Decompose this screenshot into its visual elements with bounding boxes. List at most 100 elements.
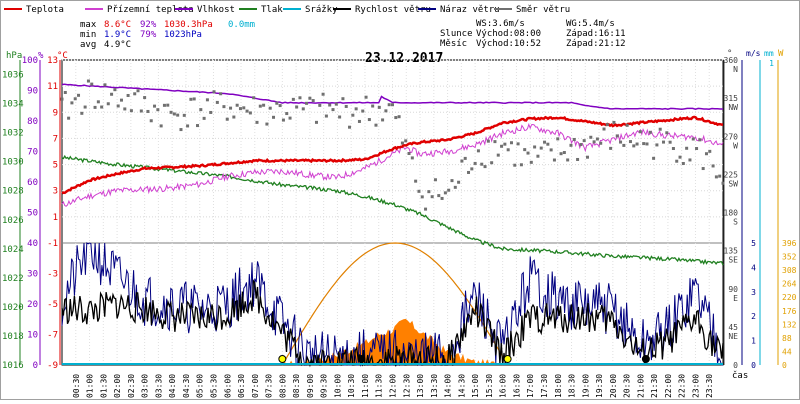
temp-tick-3: 7 bbox=[53, 134, 58, 144]
wind-dir-point-1 bbox=[63, 90, 67, 94]
dir-tick-0: 360 bbox=[724, 56, 739, 65]
wind-dir-point-57 bbox=[248, 111, 252, 115]
x-tick-16: 08:30 bbox=[292, 374, 301, 398]
wind-dir-point-29 bbox=[156, 108, 160, 112]
temp-tick-0: 13 bbox=[47, 56, 58, 66]
wind-dir-point-98 bbox=[384, 109, 388, 113]
solar-tick-1: 352 bbox=[782, 253, 797, 262]
wind-dir-point-45 bbox=[209, 110, 213, 114]
temp-tick-4: 5 bbox=[53, 161, 58, 171]
wind-dir-point-70 bbox=[291, 97, 295, 101]
x-tick-2: 01:30 bbox=[99, 374, 108, 398]
wind-dir-point-15 bbox=[110, 92, 114, 96]
info-moonrise: Východ:10:52 bbox=[476, 39, 541, 49]
wind-dir-point-200 bbox=[721, 181, 725, 185]
wind-dir-point-49 bbox=[222, 105, 226, 109]
humidity-tick-10: 0 bbox=[33, 361, 38, 371]
wind-dir-point-125 bbox=[473, 161, 477, 165]
wind-dir-point-102 bbox=[397, 115, 401, 119]
stats-block: max 8.6°C 92% 1030.3hPa 0.0mm min 1.9°C … bbox=[80, 20, 255, 50]
pressure-tick-3: 1030 bbox=[2, 158, 24, 168]
wind-dir-point-44 bbox=[205, 98, 209, 102]
wind-dir-point-166 bbox=[609, 146, 613, 150]
x-tick-31: 16:00 bbox=[499, 374, 508, 398]
wind-dir-point-126 bbox=[476, 149, 480, 153]
wind-dir-point-61 bbox=[262, 103, 266, 107]
x-tick-29: 15:00 bbox=[471, 374, 480, 398]
sun-elevation-curve bbox=[281, 242, 506, 366]
dir-tick-5: 135 bbox=[724, 247, 739, 256]
wind-dir-point-142 bbox=[529, 160, 533, 164]
stats-min-press: 1023hPa bbox=[164, 30, 202, 40]
wind-dir-point-168 bbox=[615, 134, 619, 138]
wind-dir-point-37 bbox=[182, 113, 186, 117]
wind-dir-point-162 bbox=[595, 137, 599, 141]
x-tick-41: 21:00 bbox=[636, 374, 645, 398]
wind-dir-point-120 bbox=[457, 180, 461, 184]
legend-label-6: Náraz větru bbox=[440, 5, 500, 15]
stats-min-label: min bbox=[80, 30, 96, 40]
wind-dir-point-103 bbox=[400, 141, 404, 145]
wind-dir-point-74 bbox=[305, 101, 309, 105]
wind-dir-point-50 bbox=[225, 117, 229, 121]
wind-dir-point-89 bbox=[354, 107, 358, 111]
temp-tick-2: 9 bbox=[53, 108, 58, 118]
pressure-tick-5: 1026 bbox=[2, 216, 24, 226]
wind-dir-point-3 bbox=[70, 101, 74, 105]
wind-dir-point-138 bbox=[516, 142, 520, 146]
wind-dir-point-9 bbox=[90, 82, 94, 86]
wind-dir-point-83 bbox=[334, 102, 338, 106]
wind-dir-point-194 bbox=[701, 167, 705, 171]
stats-max-hum: 92% bbox=[140, 20, 157, 30]
x-tick-36: 18:30 bbox=[568, 374, 577, 398]
wind-dir-point-132 bbox=[496, 153, 500, 157]
x-tick-5: 03:00 bbox=[141, 374, 150, 398]
wind-dir-point-73 bbox=[301, 107, 305, 111]
rain-tick-0: 1 bbox=[769, 59, 774, 68]
wind-dir-point-22 bbox=[133, 92, 137, 96]
pressure-tick-8: 1020 bbox=[2, 303, 24, 313]
humidity-tick-4: 60 bbox=[27, 178, 38, 188]
pressure-tick-9: 1018 bbox=[2, 332, 24, 342]
wind-dir-point-24 bbox=[139, 109, 143, 113]
temp-low-tick-0: -1 bbox=[47, 239, 58, 249]
wind-dir-point-85 bbox=[341, 97, 345, 101]
wind-dir-point-113 bbox=[433, 178, 437, 182]
wind-dir-point-182 bbox=[662, 140, 666, 144]
wind-dir-point-53 bbox=[235, 103, 239, 107]
wind-dir-point-8 bbox=[86, 79, 90, 83]
wind-dir-point-0 bbox=[60, 97, 64, 101]
wind-tick-2: 3 bbox=[751, 288, 756, 297]
wind-dir-point-177 bbox=[645, 142, 649, 146]
wind-dir-point-91 bbox=[361, 109, 365, 113]
stats-max-temp: 8.6°C bbox=[104, 20, 131, 30]
solar-tick-4: 220 bbox=[782, 293, 797, 302]
wind-dir-point-186 bbox=[675, 159, 679, 163]
wind-dir-point-174 bbox=[635, 142, 639, 146]
temp-low-tick-2: -5 bbox=[47, 300, 58, 310]
info-sunrise: Východ:08:00 bbox=[476, 29, 541, 39]
moonset-marker bbox=[641, 355, 650, 363]
wind-dir-point-84 bbox=[338, 115, 342, 119]
info-block: WS:3.6m/s WG:5.4m/s Slunce Východ:08:00 … bbox=[440, 19, 626, 49]
stats-max-press: 1030.3hPa bbox=[164, 20, 213, 30]
x-tick-45: 23:00 bbox=[691, 374, 700, 398]
pressure-tick-2: 1032 bbox=[2, 129, 24, 139]
wind-dir-point-143 bbox=[533, 145, 537, 149]
wind-dir-point-2 bbox=[67, 116, 71, 120]
legend-label-0: Teplota bbox=[26, 5, 64, 15]
x-tick-6: 03:30 bbox=[154, 374, 163, 398]
legend-label-5: Rychlost větru bbox=[355, 5, 431, 15]
x-tick-44: 22:30 bbox=[678, 374, 687, 398]
wind-dir-point-86 bbox=[344, 104, 348, 108]
wind-dir-point-18 bbox=[119, 98, 123, 102]
wind-dir-point-43 bbox=[202, 116, 206, 120]
wind-dir-point-58 bbox=[252, 96, 256, 100]
x-tick-24: 12:30 bbox=[402, 374, 411, 398]
sun-arc bbox=[281, 242, 506, 366]
compass-6: E bbox=[733, 294, 738, 303]
wind-dir-point-99 bbox=[387, 103, 391, 107]
wind-dir-point-131 bbox=[493, 140, 497, 144]
x-tick-39: 20:00 bbox=[609, 374, 618, 398]
wind-dir-point-72 bbox=[298, 96, 302, 100]
